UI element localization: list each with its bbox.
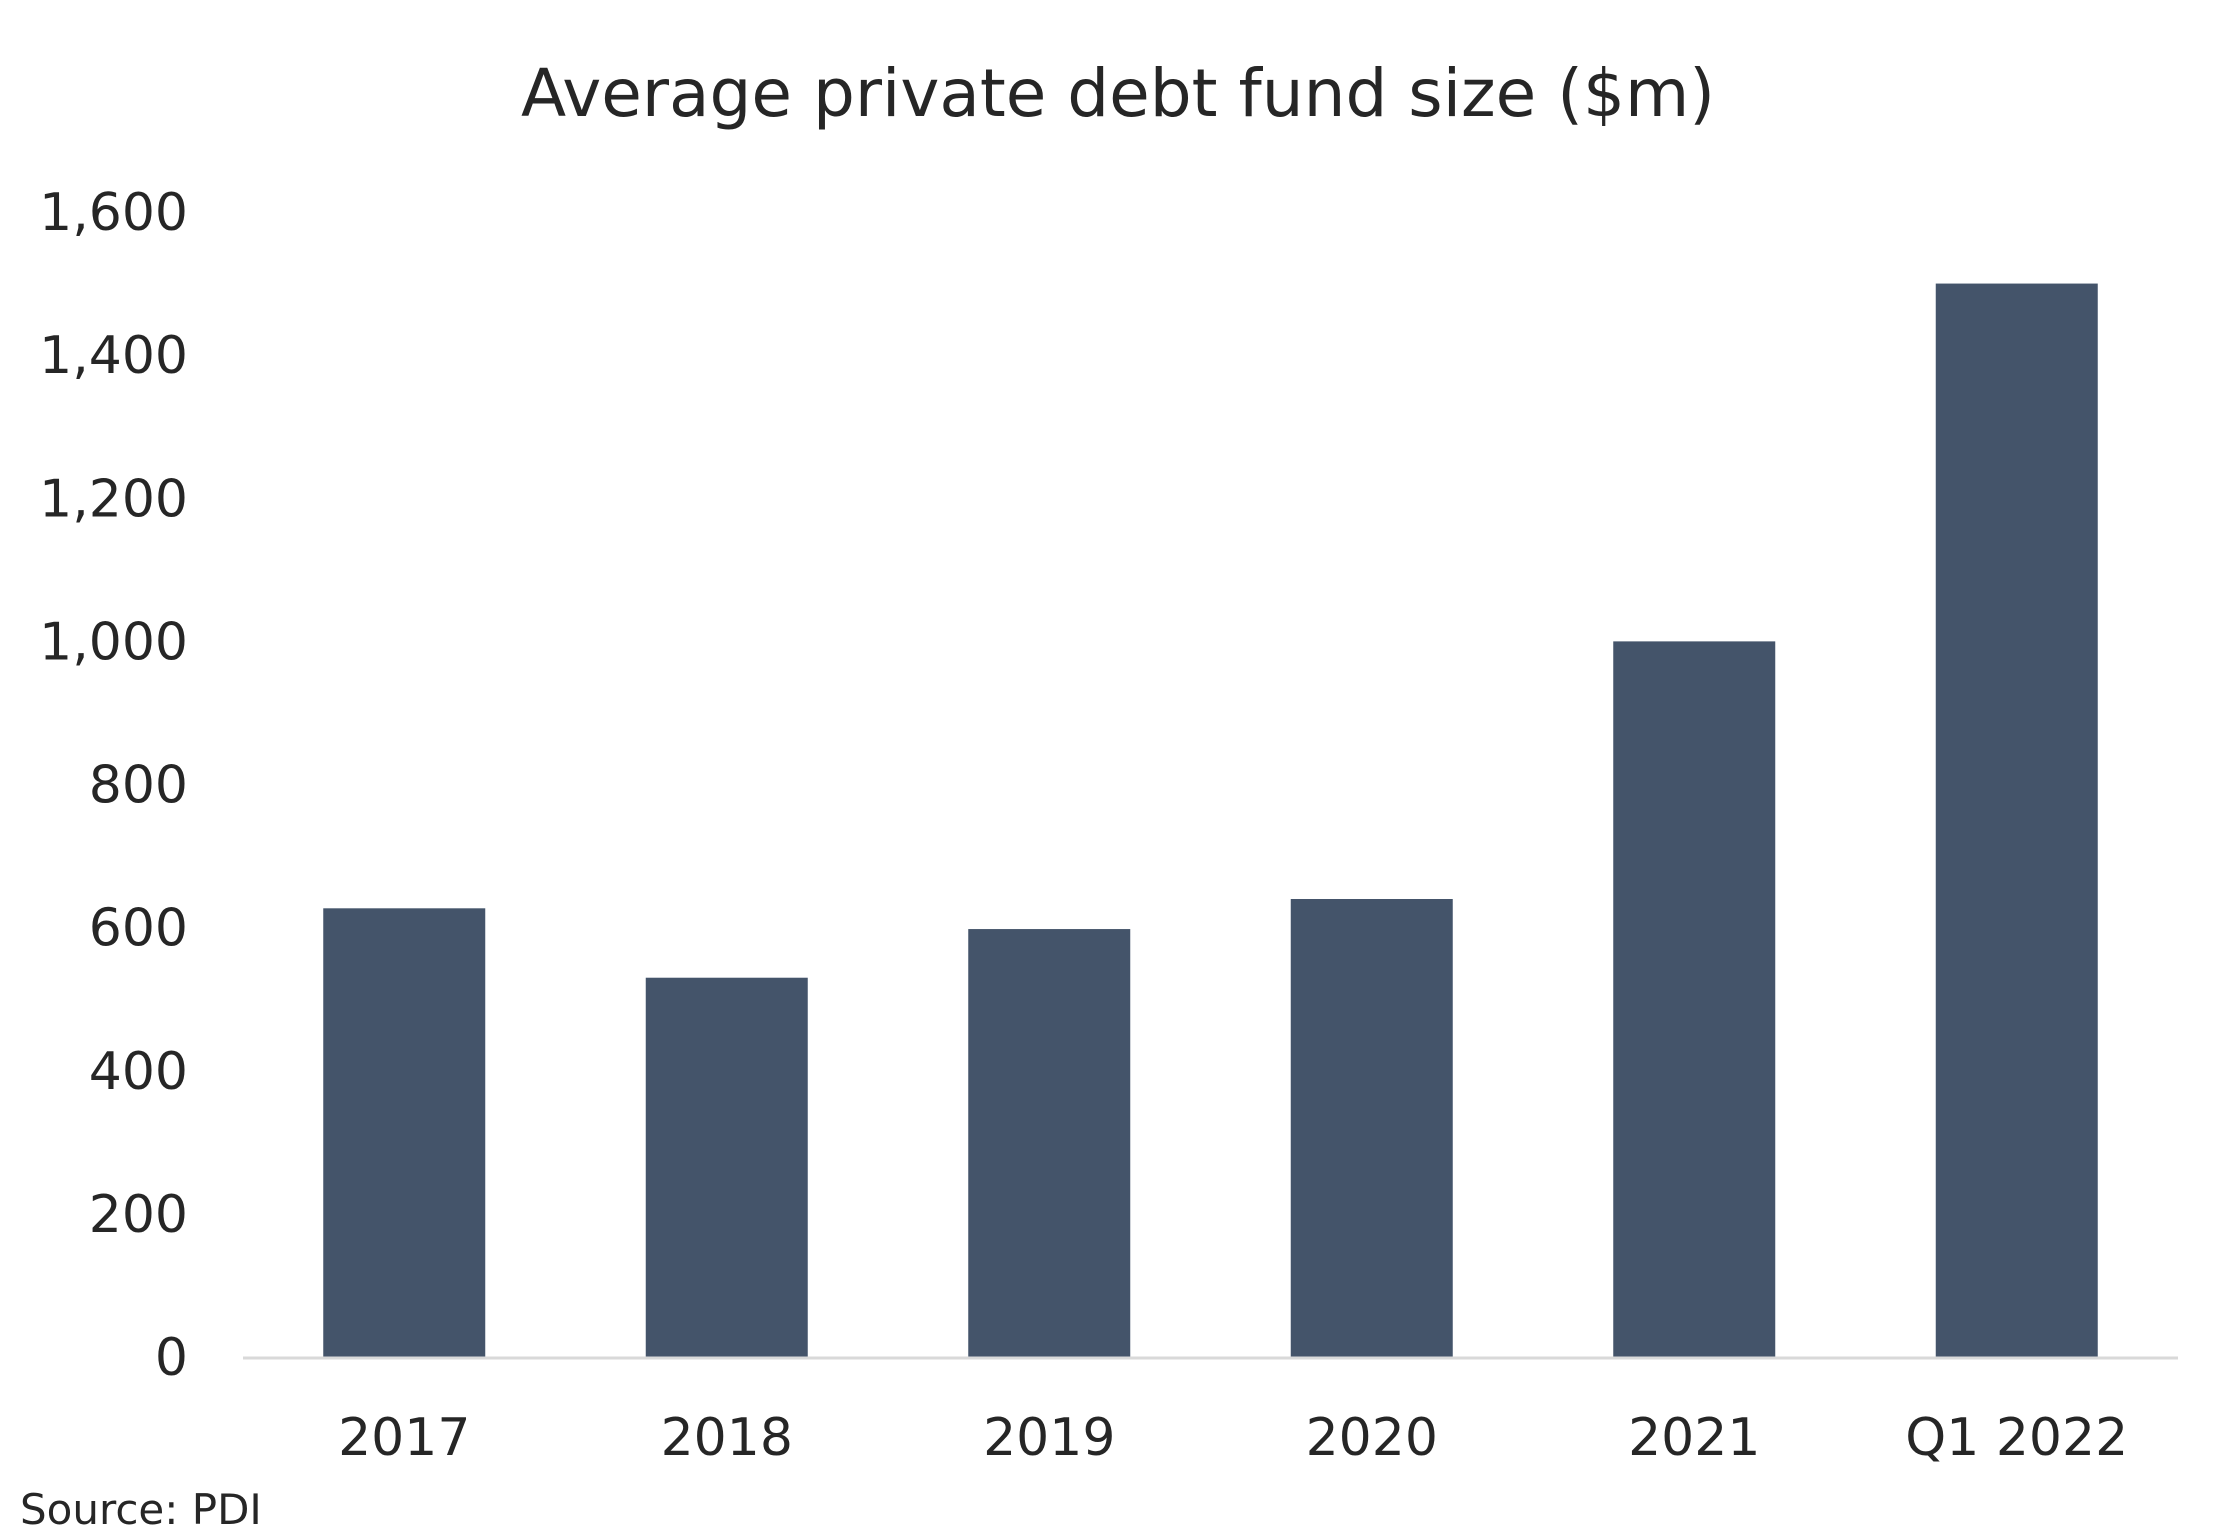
bar (1613, 641, 1776, 1357)
bar (645, 977, 808, 1357)
y-tick-label: 400 (89, 1042, 188, 1102)
source-note: Source: PDI (20, 1485, 262, 1534)
y-tick-label: 800 (89, 756, 188, 816)
y-tick-label: 1,200 (39, 469, 188, 529)
bar (1290, 899, 1453, 1357)
x-tick-label: 2019 (983, 1408, 1115, 1468)
bar (968, 929, 1131, 1357)
x-tick-label: Q1 2022 (1905, 1408, 2128, 1468)
x-tick-label: 2021 (1628, 1408, 1760, 1468)
y-tick-label: 200 (89, 1185, 188, 1245)
bar (323, 908, 486, 1357)
x-axis-tick-labels: 2017 2018 2019 2020 2021 Q1 2022 (338, 1408, 2128, 1468)
chart-title: Average private debt fund size ($m) (521, 55, 1715, 132)
y-tick-label: 600 (89, 899, 188, 959)
y-axis-tick-labels: 0 200 400 600 800 1,000 1,200 1,400 1,600 (39, 183, 188, 1388)
bar (1935, 283, 2098, 1357)
x-tick-label: 2018 (661, 1408, 793, 1468)
x-tick-label: 2017 (338, 1408, 470, 1468)
y-tick-label: 0 (155, 1328, 188, 1388)
bar-series (323, 283, 2098, 1357)
x-tick-label: 2020 (1306, 1408, 1438, 1468)
y-tick-label: 1,000 (39, 612, 188, 672)
y-tick-label: 1,600 (39, 183, 188, 243)
y-tick-label: 1,400 (39, 326, 188, 386)
